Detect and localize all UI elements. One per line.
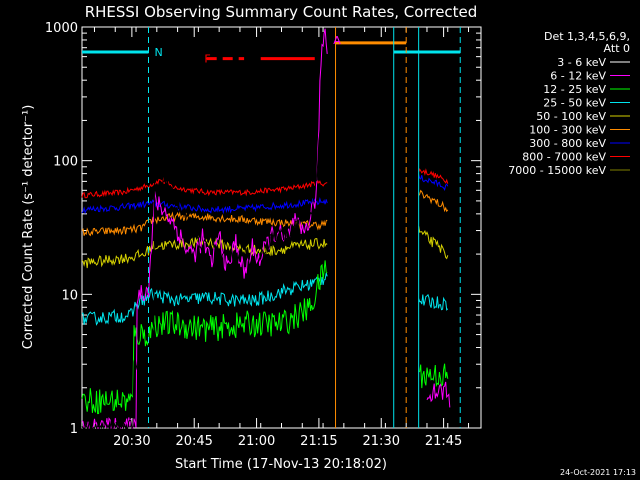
legend-header: Att 0 — [604, 42, 630, 55]
y-tick-label: 1 — [70, 422, 78, 437]
legend-entry-label: 7000 - 15000 keV — [508, 164, 606, 177]
x-tick-label: 20:45 — [175, 434, 212, 449]
chart-title: RHESSI Observing Summary Count Rates, Co… — [85, 3, 478, 21]
series-line — [418, 293, 449, 311]
y-axis-label: Corrected Count Rate (s⁻¹ detector⁻¹) — [21, 105, 36, 350]
legend-entry-label: 25 - 50 keV — [543, 97, 606, 110]
x-tick-label: 21:15 — [300, 434, 337, 449]
series-line — [81, 82, 328, 430]
series-line — [418, 226, 449, 260]
series-line — [81, 211, 328, 237]
y-tick-label: 10 — [61, 288, 78, 303]
legend-entry-label: 6 - 12 keV — [550, 70, 606, 83]
series-line — [81, 260, 328, 415]
x-tick-label: 20:30 — [113, 434, 150, 449]
x-tick-label: 21:45 — [425, 434, 462, 449]
x-axis-label: Start Time (17-Nov-13 20:18:02) — [175, 457, 387, 472]
series-line — [81, 272, 328, 326]
series-line — [418, 189, 449, 213]
plot-area: 1 10 100 1000 20:30 20:45 21:00 21:15 21:30 21:45… — [45, 21, 482, 449]
legend-entry-label: 50 - 100 keV — [536, 110, 606, 123]
annotation-label: A — [333, 34, 341, 47]
series-line — [418, 174, 449, 192]
generation-timestamp: 24-Oct-2021 17:13 — [560, 468, 636, 477]
legend-entry-label: 800 - 7000 keV — [522, 151, 606, 164]
y-tick-label: 1000 — [45, 21, 78, 36]
legend-entry-label: 100 - 300 keV — [529, 124, 606, 137]
series-line — [426, 381, 451, 408]
series-line — [81, 177, 328, 199]
series-line — [418, 363, 449, 389]
x-tick-label: 21:30 — [363, 434, 400, 449]
legend-entry-label: 3 - 6 keV — [557, 56, 606, 69]
y-tick-label: 100 — [53, 155, 78, 170]
annotation-label: N — [155, 46, 163, 59]
annotation-label: F — [204, 53, 210, 66]
legend-entry-label: 300 - 800 keV — [529, 137, 606, 150]
legend-entry-label: 12 - 25 keV — [543, 83, 606, 96]
legend-header: Det 1,3,4,5,6,9, — [544, 30, 630, 43]
series-line — [418, 168, 449, 184]
x-tick-label: 21:00 — [238, 434, 275, 449]
series-line — [81, 197, 328, 215]
